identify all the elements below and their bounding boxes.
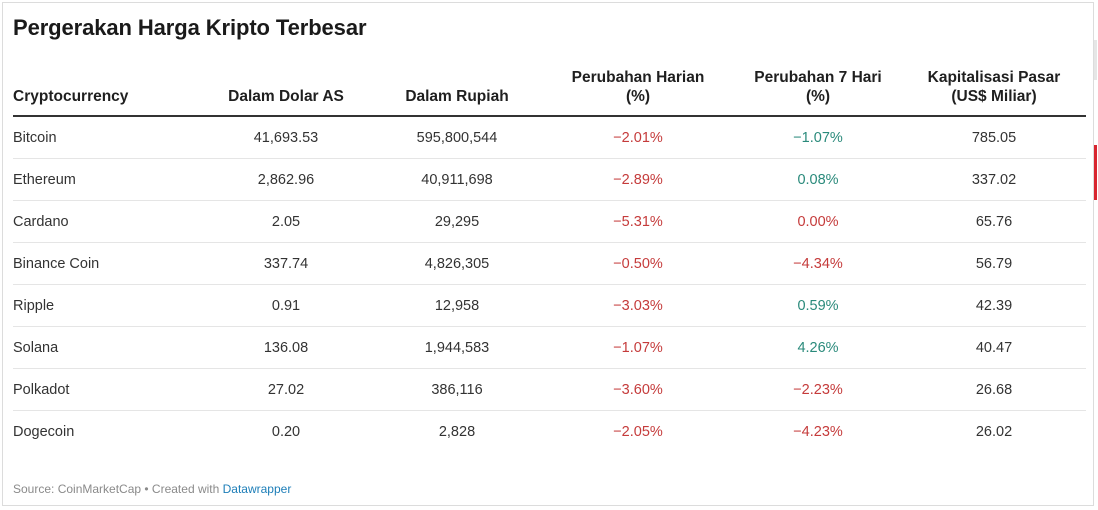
column-header-weekly-change[interactable]: Perubahan 7 Hari (%) <box>734 68 902 117</box>
cell-daily-change: −5.31% <box>542 200 734 243</box>
cell-weekly-change: 4.26% <box>734 326 902 369</box>
cell-usd: 2,862.96 <box>200 158 372 201</box>
cell-weekly-change: 0.00% <box>734 200 902 243</box>
cell-name: Solana <box>13 326 200 369</box>
table-row: Cardano 2.05 29,295 −5.31% 0.00% 65.76 <box>13 200 1086 243</box>
table-row: Binance Coin 337.74 4,826,305 −0.50% −4.34% 5… <box>13 242 1086 285</box>
cell-usd: 337.74 <box>200 242 372 285</box>
table-row: Dogecoin 0.20 2,828 −2.05% −4.23% 26.02 <box>13 411 1086 453</box>
cell-market-cap: 785.05 <box>902 116 1086 159</box>
edge-accent <box>1094 145 1097 200</box>
column-header-label: Perubahan 7 Hari <box>754 69 882 86</box>
cell-usd: 0.20 <box>271 423 301 440</box>
column-header-label: Dalam Rupiah <box>405 88 509 105</box>
column-header-label: Perubahan Harian <box>571 69 705 86</box>
crypto-table: Cryptocurrency Dalam Dolar AS Dalam Rupi… <box>13 68 1086 452</box>
cell-weekly-change: −4.23% <box>793 423 843 440</box>
source-footer: Source: CoinMarketCap • Created with Dat… <box>13 482 291 496</box>
cell-market-cap: 40.47 <box>902 326 1086 369</box>
table-row: Polkadot 27.02 386,116 −3.60% −2.23% 26.68 <box>13 368 1086 411</box>
column-header-label: Cryptocurrency <box>13 88 129 105</box>
cell-name: Bitcoin <box>13 116 200 159</box>
cell-usd: 41,693.53 <box>200 116 372 159</box>
cell-market-cap: 26.68 <box>902 368 1086 411</box>
cell-idr: 1,944,583 <box>372 326 542 369</box>
source-text: Source: CoinMarketCap • Created with <box>13 482 223 496</box>
cell-name: Binance Coin <box>13 242 200 285</box>
column-header-label: Dalam Dolar AS <box>228 88 344 105</box>
table-row: Ethereum 2,862.96 40,911,698 −2.89% 0.08% 337… <box>13 158 1086 201</box>
page-title: Pergerakan Harga Kripto Terbesar <box>13 15 367 40</box>
cell-usd: 0.91 <box>200 284 372 327</box>
column-header-market-cap[interactable]: Kapitalisasi Pasar (US$ Miliar) <box>902 68 1086 117</box>
cell-daily-change: −2.05% <box>613 423 663 440</box>
table-row: Bitcoin 41,693.53 595,800,544 −2.01% −1.07% 7… <box>13 116 1086 159</box>
column-header-cryptocurrency[interactable]: Cryptocurrency <box>13 68 200 117</box>
cell-idr: 40,911,698 <box>372 158 542 201</box>
cell-daily-change: −3.60% <box>542 368 734 411</box>
cell-daily-change: −2.89% <box>542 158 734 201</box>
cell-market-cap: 65.76 <box>902 200 1086 243</box>
cell-usd: 136.08 <box>200 326 372 369</box>
cell-name: Polkadot <box>13 368 200 411</box>
cell-name: Cardano <box>13 200 200 243</box>
cell-daily-change: −3.03% <box>542 284 734 327</box>
cell-idr: 4,826,305 <box>372 242 542 285</box>
column-header-label: Kapitalisasi Pasar <box>927 69 1061 86</box>
cell-idr: 595,800,544 <box>372 116 542 159</box>
cell-idr: 2,828 <box>438 423 476 440</box>
cell-daily-change: −1.07% <box>542 326 734 369</box>
column-header-unit: (%) <box>625 88 651 105</box>
cell-daily-change: −0.50% <box>542 242 734 285</box>
table-header-row: Cryptocurrency Dalam Dolar AS Dalam Rupi… <box>13 68 1086 117</box>
column-header-daily-change[interactable]: Perubahan Harian (%) <box>542 68 734 117</box>
cell-weekly-change: −1.07% <box>734 116 902 159</box>
cell-usd: 27.02 <box>200 368 372 411</box>
cell-market-cap: 26.02 <box>975 423 1013 440</box>
cell-weekly-change: −4.34% <box>734 242 902 285</box>
column-header-unit: (%) <box>805 88 831 105</box>
column-header-usd[interactable]: Dalam Dolar AS <box>200 68 372 117</box>
cell-weekly-change: −2.23% <box>734 368 902 411</box>
cell-name: Ripple <box>13 284 200 327</box>
cell-idr: 12,958 <box>372 284 542 327</box>
cell-weekly-change: 0.59% <box>734 284 902 327</box>
cell-market-cap: 56.79 <box>902 242 1086 285</box>
cell-name: Dogecoin <box>13 423 75 440</box>
cell-daily-change: −2.01% <box>542 116 734 159</box>
cell-market-cap: 42.39 <box>902 284 1086 327</box>
cell-name: Ethereum <box>13 158 200 201</box>
table-row: Ripple 0.91 12,958 −3.03% 0.59% 42.39 <box>13 284 1086 327</box>
table-row: Solana 136.08 1,944,583 −1.07% 4.26% 40.47 <box>13 326 1086 369</box>
cell-idr: 386,116 <box>372 368 542 411</box>
cell-weekly-change: 0.08% <box>734 158 902 201</box>
column-header-idr[interactable]: Dalam Rupiah <box>372 68 542 117</box>
datawrapper-link[interactable]: Datawrapper <box>222 482 292 496</box>
column-header-unit: (US$ Miliar) <box>951 88 1037 105</box>
cell-market-cap: 337.02 <box>902 158 1086 201</box>
cell-idr: 29,295 <box>372 200 542 243</box>
cell-usd: 2.05 <box>200 200 372 243</box>
scrollbar-track[interactable] <box>1094 40 1097 80</box>
